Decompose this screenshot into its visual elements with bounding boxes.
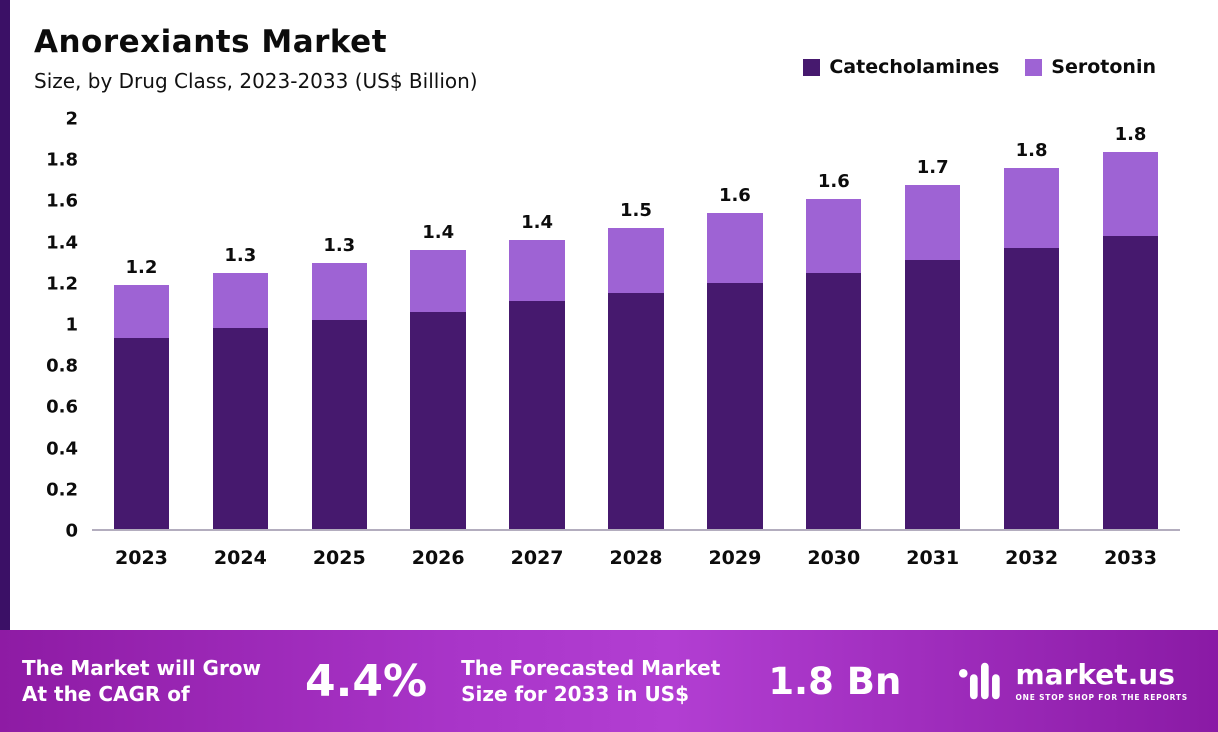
bar-total-label: 1.6 bbox=[718, 185, 751, 207]
brand-tagline: ONE STOP SHOP FOR THE REPORTS bbox=[1015, 692, 1188, 702]
bar-column: 1.4 bbox=[488, 119, 587, 529]
bar-segment-catecholamines bbox=[905, 260, 961, 529]
legend-label: Serotonin bbox=[1051, 56, 1156, 78]
cagr-text: The Market will Grow At the CAGR of bbox=[22, 656, 262, 706]
bar-total-label: 1.7 bbox=[916, 156, 949, 178]
y-tick-label: 1.4 bbox=[46, 232, 78, 254]
bar-column: 1.6 bbox=[685, 119, 784, 529]
y-tick-label: 0 bbox=[65, 520, 78, 542]
x-tick-label: 2027 bbox=[510, 547, 564, 569]
bar-column: 1.7 bbox=[883, 119, 982, 529]
bar-total-label: 1.5 bbox=[620, 199, 652, 221]
legend: Catecholamines Serotonin bbox=[803, 56, 1156, 78]
bar-segment-serotonin bbox=[212, 272, 269, 329]
bar-segment-serotonin bbox=[509, 239, 565, 302]
brand-block: market.us ONE STOP SHOP FOR THE REPORTS bbox=[958, 660, 1189, 702]
market-us-logo-icon bbox=[958, 662, 1000, 700]
bar-segment-catecholamines bbox=[608, 293, 664, 529]
y-tick-label: 1 bbox=[65, 314, 78, 336]
x-tick-label: 2025 bbox=[312, 547, 366, 569]
legend-swatch-serotonin bbox=[1025, 58, 1043, 76]
bar-column: 1.4 bbox=[389, 119, 488, 529]
y-tick-label: 1.6 bbox=[46, 190, 78, 212]
left-accent-stripe bbox=[0, 0, 10, 630]
y-tick-label: 1.8 bbox=[46, 149, 78, 171]
bar-segment-serotonin bbox=[311, 262, 367, 320]
bar-segment-catecholamines bbox=[311, 319, 367, 529]
bar-segment-catecholamines bbox=[212, 328, 269, 529]
legend-item-catecholamines: Catecholamines bbox=[803, 56, 999, 78]
plot-area: 1.2 1.3 1.3 1.4 1.4 1.5 1.6 1.6 1.7 1.8 1.8 bbox=[92, 119, 1180, 531]
x-tick-label: 2028 bbox=[609, 547, 663, 569]
bar-total-label: 1.3 bbox=[224, 244, 257, 266]
forecast-value: 1.8 Bn bbox=[768, 659, 902, 703]
bar-segment-catecholamines bbox=[806, 272, 862, 529]
bar-segment-catecholamines bbox=[509, 301, 565, 529]
bar-total-label: 1.6 bbox=[817, 170, 850, 192]
legend-item-serotonin: Serotonin bbox=[1025, 56, 1156, 78]
cagr-value: 4.4% bbox=[305, 655, 428, 707]
x-tick-label: 2031 bbox=[906, 547, 960, 569]
bar-column: 1.5 bbox=[587, 119, 686, 529]
bar-total-label: 1.4 bbox=[521, 211, 554, 233]
x-tick-label: 2030 bbox=[807, 547, 861, 569]
bar-total-label: 1.8 bbox=[1015, 140, 1048, 162]
bar-segment-serotonin bbox=[707, 213, 763, 283]
y-tick-label: 0.2 bbox=[46, 479, 78, 501]
x-tick-label: 2024 bbox=[213, 547, 267, 569]
x-tick-label: 2029 bbox=[708, 547, 762, 569]
brand-name: market.us bbox=[1015, 657, 1175, 691]
bar-column: 1.8 bbox=[982, 119, 1081, 529]
legend-swatch-catecholamines bbox=[803, 58, 821, 76]
y-tick-label: 0.4 bbox=[46, 438, 78, 460]
x-tick-label: 2033 bbox=[1104, 547, 1157, 569]
x-tick-label: 2026 bbox=[411, 547, 465, 569]
page-subtitle: Size, by Drug Class, 2023-2033 (US$ Bill… bbox=[34, 69, 478, 93]
bar-column: 1.8 bbox=[1081, 119, 1180, 529]
bar-total-label: 1.4 bbox=[422, 222, 455, 244]
bar-segment-serotonin bbox=[1102, 151, 1159, 236]
bar-segment-serotonin bbox=[608, 227, 664, 294]
x-axis: 2023 2024 2025 2026 2027 2028 2029 2030 2031 2032… bbox=[92, 547, 1180, 569]
y-tick-label: 0.6 bbox=[46, 396, 78, 418]
bar-segment-serotonin bbox=[113, 285, 170, 339]
bar-total-label: 1.3 bbox=[323, 234, 356, 256]
bar-segment-serotonin bbox=[905, 184, 961, 261]
bar-segment-catecholamines bbox=[1102, 235, 1159, 529]
y-tick-label: 2 bbox=[65, 108, 78, 130]
bar-column: 1.3 bbox=[290, 119, 389, 529]
page-title: Anorexiants Market bbox=[34, 24, 388, 60]
bar-segment-catecholamines bbox=[1003, 248, 1060, 529]
y-tick-label: 0.8 bbox=[46, 355, 78, 377]
footer-banner: The Market will Grow At the CAGR of 4.4%… bbox=[0, 630, 1218, 732]
bar-column: 1.6 bbox=[784, 119, 883, 529]
legend-label: Catecholamines bbox=[829, 56, 1000, 78]
chart-card: Anorexiants Market Size, by Drug Class, … bbox=[34, 24, 1180, 569]
bar-segment-catecholamines bbox=[410, 311, 466, 529]
bar-segment-catecholamines bbox=[707, 283, 763, 529]
bar-total-label: 1.2 bbox=[125, 257, 158, 279]
bar-segment-serotonin bbox=[806, 198, 862, 273]
bar-column: 1.2 bbox=[92, 119, 191, 529]
y-tick-label: 1.2 bbox=[46, 273, 78, 295]
bar-segment-catecholamines bbox=[113, 338, 170, 529]
bar-column: 1.3 bbox=[191, 119, 290, 529]
chart-body: 2 1.8 1.6 1.4 1.2 1 0.8 0.6 0.4 0.2 0 1.2 1.3 1.3 1.4… bbox=[34, 109, 1180, 542]
bar-segment-serotonin bbox=[1003, 168, 1060, 249]
forecast-text: The Forecasted Market Size for 2033 in U… bbox=[461, 656, 721, 706]
y-axis: 2 1.8 1.6 1.4 1.2 1 0.8 0.6 0.4 0.2 0 bbox=[34, 109, 92, 542]
x-tick-label: 2023 bbox=[115, 547, 168, 569]
bar-segment-serotonin bbox=[410, 250, 466, 312]
bar-total-label: 1.8 bbox=[1114, 123, 1147, 145]
x-tick-label: 2032 bbox=[1005, 547, 1059, 569]
